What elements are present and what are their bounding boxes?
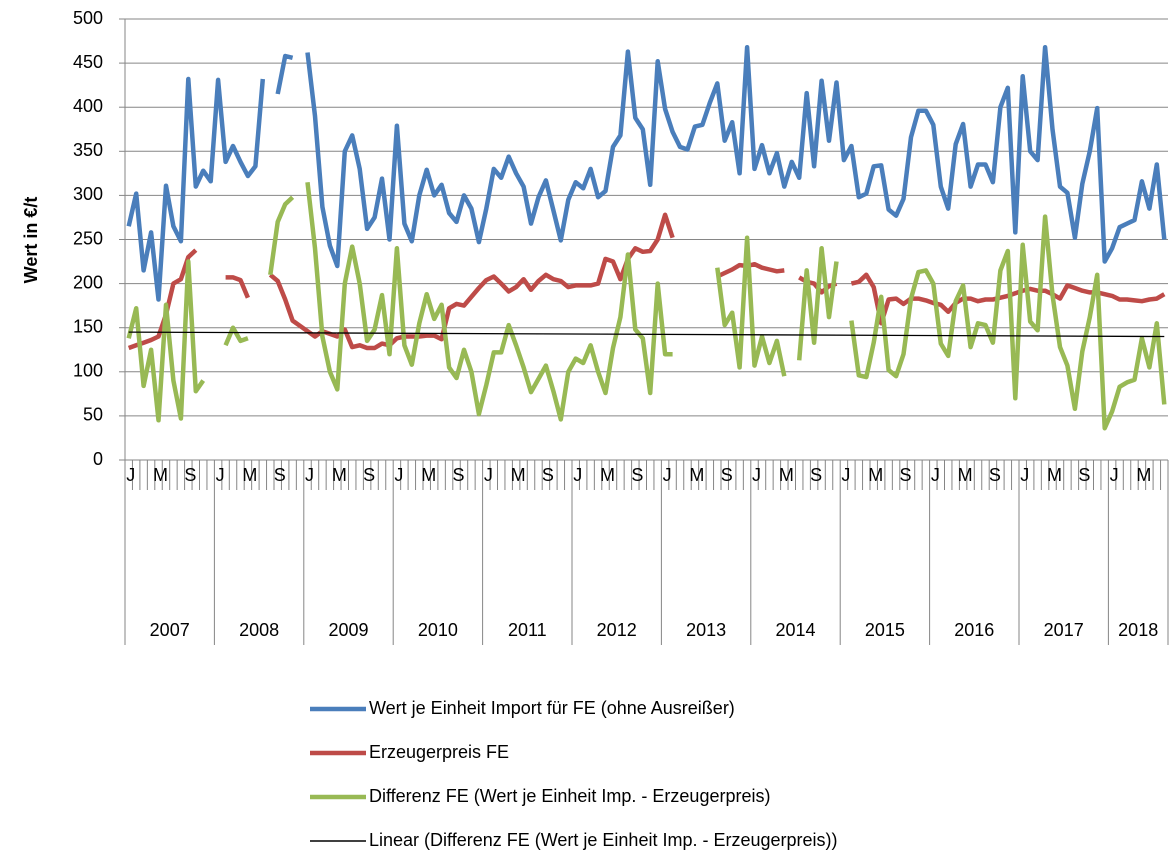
year-label: 2007 [150,620,190,640]
x-tick-label: S [631,465,643,485]
x-tick-label: M [153,465,168,485]
year-label: 2015 [865,620,905,640]
year-label: 2014 [775,620,815,640]
x-tick-label: J [216,465,225,485]
y-tick-label: 350 [73,140,103,160]
x-tick-label: M [958,465,973,485]
year-label: 2011 [508,620,547,640]
x-tick-label: S [453,465,465,485]
legend-label: Wert je Einheit Import für FE (ohne Ausr… [369,698,735,718]
x-tick-label: M [689,465,704,485]
data-line [126,181,1167,431]
legend-label: Erzeugerpreis FE [369,742,509,762]
y-tick-label: 450 [73,52,103,72]
x-tick-label: S [810,465,822,485]
x-tick-label: J [841,465,850,485]
year-label: 2017 [1044,620,1084,640]
y-tick-label: 0 [93,449,103,469]
year-label: 2010 [418,620,458,640]
y-tick-label: 150 [73,316,103,336]
trend-line [128,331,1165,338]
year-label: 2008 [239,620,279,640]
x-tick-label: J [573,465,582,485]
x-tick-label: J [1020,465,1029,485]
legend-label: Differenz FE (Wert je Einheit Imp. - Erz… [369,786,770,806]
x-tick-label: J [752,465,761,485]
year-label: 2013 [686,620,726,640]
x-tick-label: M [511,465,526,485]
x-tick-label: J [305,465,314,485]
x-tick-label: S [274,465,286,485]
x-tick-label: S [900,465,912,485]
y-axis-label: Wert in €/t [21,197,41,284]
x-tick-label: J [1110,465,1119,485]
year-label: 2012 [597,620,637,640]
x-tick-label: J [663,465,672,485]
x-tick-label: M [332,465,347,485]
year-label: 2018 [1118,620,1158,640]
x-tick-label: M [242,465,257,485]
y-tick-label: 400 [73,96,103,116]
x-tick-label: J [931,465,940,485]
legend-label: Linear (Differenz FE (Wert je Einheit Im… [369,830,838,850]
y-tick-label: 50 [83,405,103,425]
x-tick-label: M [868,465,883,485]
y-tick-label: 100 [73,361,103,381]
y-tick-label: 300 [73,184,103,204]
year-label: 2009 [328,620,368,640]
x-tick-label: S [989,465,1001,485]
x-tick-label: M [1136,465,1151,485]
x-tick-label: M [600,465,615,485]
data-line [126,44,1167,302]
x-tick-label: J [484,465,493,485]
year-label: 2016 [954,620,994,640]
y-tick-label: 500 [73,8,103,28]
x-tick-label: J [394,465,403,485]
x-tick-label: S [184,465,196,485]
x-tick-label: J [126,465,135,485]
x-tick-label: S [1078,465,1090,485]
y-tick-label: 250 [73,228,103,248]
x-tick-label: M [779,465,794,485]
y-tick-label: 200 [73,272,103,292]
x-tick-label: S [721,465,733,485]
x-tick-label: S [542,465,554,485]
x-tick-label: M [1047,465,1062,485]
x-tick-label: M [421,465,436,485]
x-tick-label: S [363,465,375,485]
